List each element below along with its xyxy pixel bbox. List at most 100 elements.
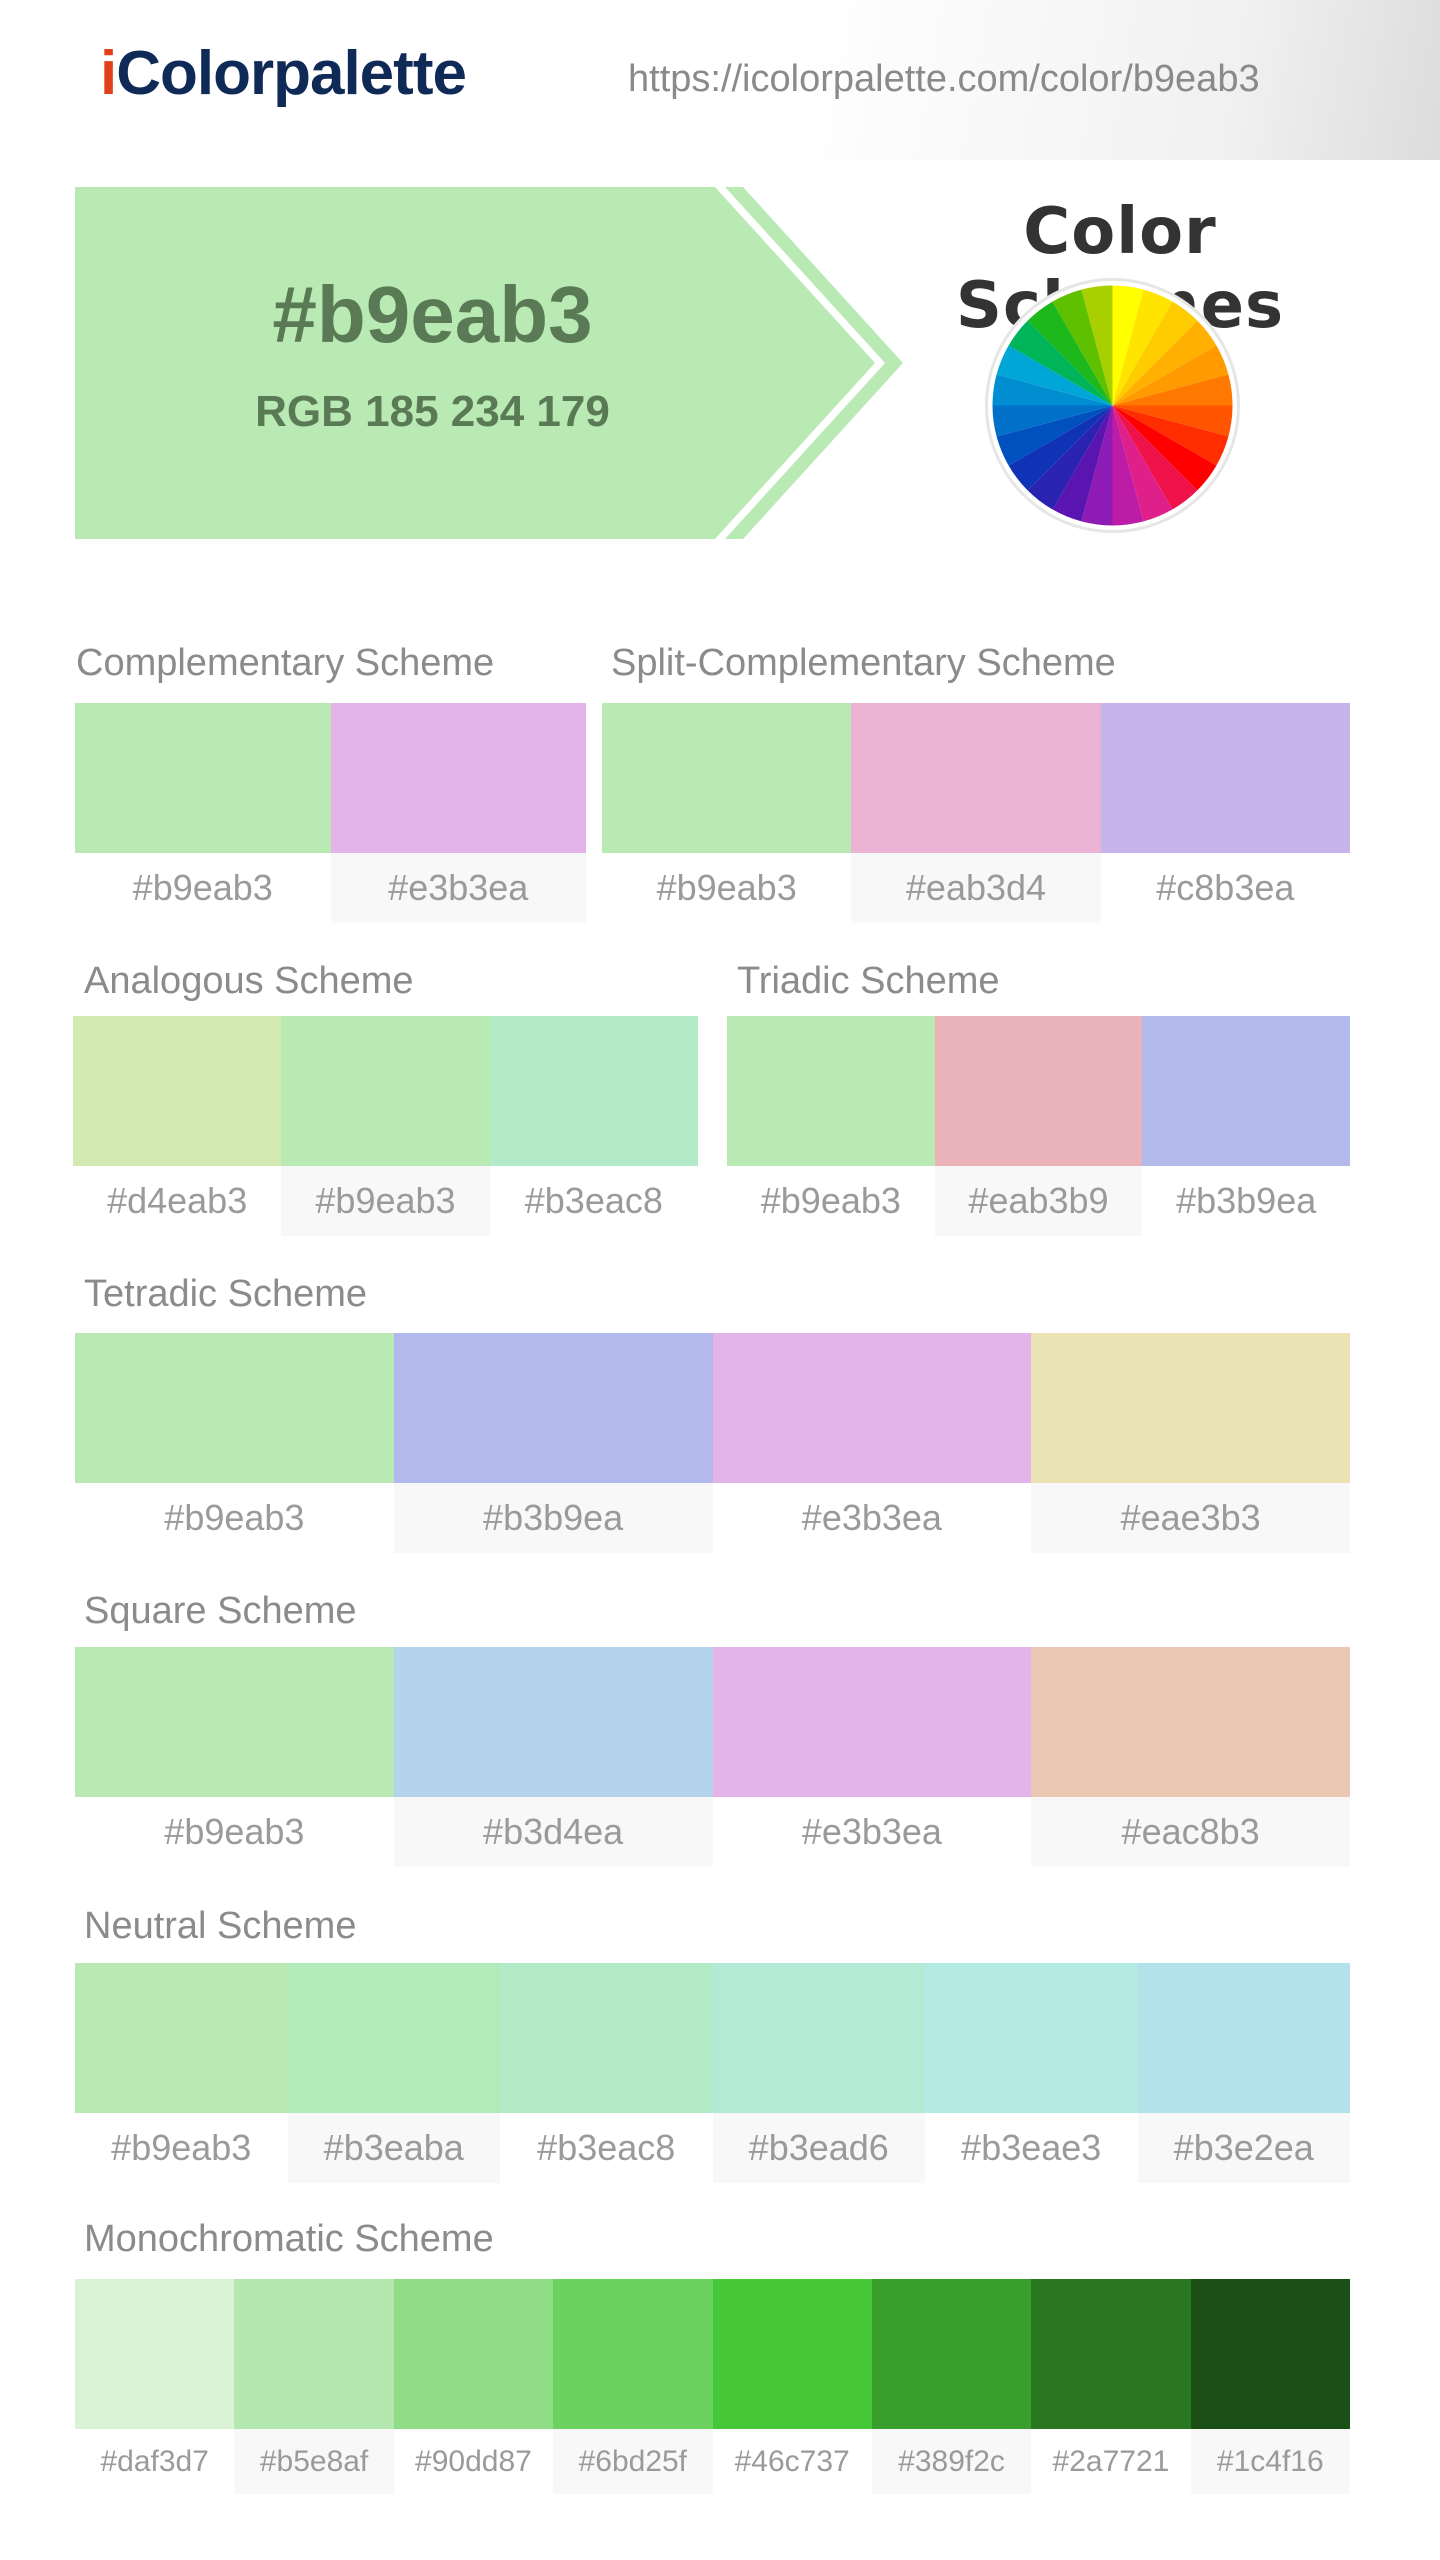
swatch-neutral-1[interactable]: #b9eab3 <box>75 1963 288 2183</box>
swatch-color-block[interactable] <box>489 1016 698 1166</box>
logo-text: Colorpalette <box>116 39 467 108</box>
site-logo[interactable]: iColorpalette <box>100 38 467 109</box>
swatch-tetradic-1[interactable]: #b9eab3 <box>75 1333 394 1553</box>
swatch-color-block[interactable] <box>75 1963 288 2113</box>
swatch-hex-label: #b3ead6 <box>712 2113 925 2183</box>
swatch-analogous-2[interactable]: #b9eab3 <box>281 1016 490 1236</box>
swatch-monochromatic-7[interactable]: #2a7721 <box>1031 2279 1191 2494</box>
swatch-complementary-1[interactable]: #b9eab3 <box>75 703 331 923</box>
square-scheme-title: Square Scheme <box>84 1590 357 1632</box>
swatch-square-3[interactable]: #e3b3ea <box>712 1647 1032 1867</box>
swatch-triadic-1[interactable]: #b9eab3 <box>727 1016 935 1236</box>
wheel-segment <box>992 374 1113 406</box>
swatch-tetradic-3[interactable]: #e3b3ea <box>712 1333 1032 1553</box>
swatch-monochromatic-6[interactable]: #389f2c <box>871 2279 1032 2494</box>
swatch-neutral-6[interactable]: #b3e2ea <box>1137 1963 1350 2183</box>
wheel-segment <box>1027 301 1113 406</box>
swatch-square-4[interactable]: #eac8b3 <box>1031 1647 1350 1867</box>
wheel-segment <box>1112 301 1198 406</box>
swatch-hex-label: #b3e2ea <box>1137 2113 1350 2183</box>
swatch-color-block[interactable] <box>330 703 586 853</box>
swatch-color-block[interactable] <box>925 1963 1138 2113</box>
swatch-color-block[interactable] <box>712 1333 1032 1483</box>
swatch-color-block[interactable] <box>1190 2279 1350 2429</box>
swatch-analogous-1[interactable]: #d4eab3 <box>73 1016 282 1236</box>
wheel-segment <box>1112 285 1144 406</box>
swatch-color-block[interactable] <box>75 1333 394 1483</box>
swatch-monochromatic-5[interactable]: #46c737 <box>712 2279 872 2494</box>
wheel-segment <box>1112 405 1217 491</box>
wheel-segment <box>1112 374 1233 406</box>
swatch-split-complementary-3[interactable]: #c8b3ea <box>1100 703 1350 923</box>
swatch-neutral-4[interactable]: #b3ead6 <box>712 1963 925 2183</box>
swatch-hex-label: #b3d4ea <box>393 1797 713 1867</box>
swatch-hex-label: #e3b3ea <box>801 1497 942 1538</box>
tetradic-scheme-row: #b9eab3 #b3b9ea #e3b3ea #eae3b3 <box>75 1333 1350 1553</box>
swatch-color-block[interactable] <box>1031 1647 1350 1797</box>
swatch-color-block[interactable] <box>1031 1333 1350 1483</box>
swatch-color-block[interactable] <box>75 2279 235 2429</box>
swatch-hex-label: #b9eab3 <box>111 2127 252 2168</box>
swatch-hex-label: #eae3b3 <box>1031 1483 1350 1553</box>
complementary-scheme-title: Complementary Scheme <box>76 642 495 684</box>
swatch-neutral-2[interactable]: #b3eaba <box>287 1963 500 2183</box>
swatch-color-block[interactable] <box>727 1016 935 1166</box>
swatch-color-block[interactable] <box>75 703 331 853</box>
swatch-split-complementary-2[interactable]: #eab3d4 <box>851 703 1101 923</box>
swatch-hex-label: #2a7721 <box>1052 2444 1170 2478</box>
swatch-complementary-2[interactable]: #e3b3ea <box>330 703 586 923</box>
wheel-segment <box>996 405 1113 466</box>
swatch-color-block[interactable] <box>1137 1963 1350 2113</box>
swatch-color-block[interactable] <box>393 1647 713 1797</box>
swatch-square-1[interactable]: #b9eab3 <box>75 1647 394 1867</box>
color-wheel-icon <box>985 278 1240 533</box>
swatch-monochromatic-3[interactable]: #90dd87 <box>393 2279 554 2494</box>
swatch-neutral-3[interactable]: #b3eac8 <box>500 1963 713 2183</box>
swatch-color-block[interactable] <box>75 1647 394 1797</box>
swatch-color-block[interactable] <box>1142 1016 1351 1166</box>
wheel-segment <box>1008 405 1113 491</box>
swatch-color-block[interactable] <box>281 1016 490 1166</box>
swatch-color-block[interactable] <box>73 1016 282 1166</box>
analogous-scheme-title: Analogous Scheme <box>84 960 414 1002</box>
wheel-segment <box>1112 289 1173 406</box>
swatch-tetradic-2[interactable]: #b3b9ea <box>393 1333 713 1553</box>
swatch-analogous-3[interactable]: #b3eac8 <box>489 1016 698 1236</box>
swatch-color-block[interactable] <box>1031 2279 1191 2429</box>
swatch-monochromatic-8[interactable]: #1c4f16 <box>1190 2279 1350 2494</box>
swatch-color-block[interactable] <box>712 1963 925 2113</box>
swatch-square-2[interactable]: #b3d4ea <box>393 1647 713 1867</box>
swatch-color-block[interactable] <box>871 2279 1032 2429</box>
swatch-color-block[interactable] <box>712 1647 1032 1797</box>
split-complementary-scheme-row: #b9eab3 #eab3d4 #c8b3ea <box>602 703 1350 923</box>
swatch-hex-label: #e3b3ea <box>330 853 586 923</box>
swatch-color-block[interactable] <box>934 1016 1143 1166</box>
swatch-monochromatic-2[interactable]: #b5e8af <box>234 2279 394 2494</box>
swatch-monochromatic-4[interactable]: #6bd25f <box>553 2279 713 2494</box>
swatch-color-block[interactable] <box>1100 703 1350 853</box>
wheel-segment <box>1112 405 1198 510</box>
swatch-hex-label: #b9eab3 <box>164 1811 305 1852</box>
swatch-color-block[interactable] <box>553 2279 713 2429</box>
swatch-triadic-3[interactable]: #b3b9ea <box>1142 1016 1351 1236</box>
swatch-color-block[interactable] <box>851 703 1101 853</box>
swatch-tetradic-4[interactable]: #eae3b3 <box>1031 1333 1350 1553</box>
swatch-color-block[interactable] <box>500 1963 713 2113</box>
swatch-color-block[interactable] <box>393 1333 713 1483</box>
swatch-color-block[interactable] <box>393 2279 554 2429</box>
square-scheme-row: #b9eab3 #b3d4ea #e3b3ea #eac8b3 <box>75 1647 1350 1867</box>
swatch-color-block[interactable] <box>602 703 852 853</box>
swatch-color-block[interactable] <box>234 2279 394 2429</box>
wheel-segment <box>1052 405 1113 522</box>
swatch-hex-label: #b9eab3 <box>164 1497 305 1538</box>
swatch-neutral-5[interactable]: #b3eae3 <box>925 1963 1138 2183</box>
header-bar <box>0 0 1440 160</box>
swatch-color-block[interactable] <box>287 1963 500 2113</box>
swatch-triadic-2[interactable]: #eab3b9 <box>934 1016 1143 1236</box>
wheel-segment <box>1052 289 1113 406</box>
swatch-color-block[interactable] <box>712 2279 872 2429</box>
hero-rgb-value: RGB 185 234 179 <box>255 387 610 436</box>
swatch-monochromatic-1[interactable]: #daf3d7 <box>75 2279 235 2494</box>
page-url[interactable]: https://icolorpalette.com/color/b9eab3 <box>628 58 1260 100</box>
swatch-split-complementary-1[interactable]: #b9eab3 <box>602 703 852 923</box>
